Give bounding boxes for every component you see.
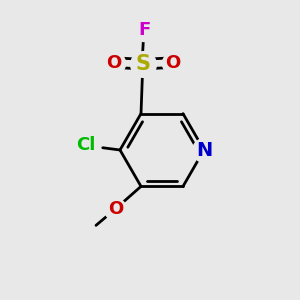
Text: Cl: Cl (76, 136, 95, 154)
Text: O: O (106, 54, 122, 72)
Text: O: O (108, 200, 123, 218)
Text: N: N (196, 140, 212, 160)
Text: F: F (138, 21, 150, 39)
Text: S: S (135, 54, 150, 74)
Text: O: O (165, 54, 180, 72)
